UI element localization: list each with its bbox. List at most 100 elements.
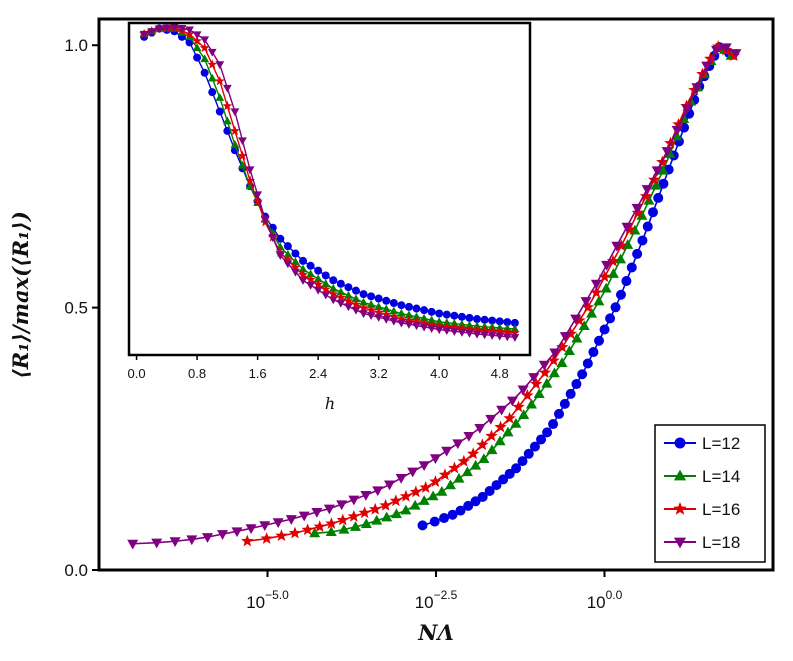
- main-data-point: [541, 377, 553, 388]
- inset-data-point: [495, 332, 505, 341]
- main-data-point: [494, 435, 506, 446]
- main-data-point: [470, 459, 482, 470]
- main-data-point: [548, 419, 559, 430]
- main-data-point: [730, 49, 742, 59]
- inset-data-point: [313, 279, 324, 289]
- inset-data-point: [441, 321, 452, 332]
- main-data-point: [650, 179, 662, 190]
- inset-data-point: [177, 25, 187, 33]
- inset-data-point: [320, 284, 331, 294]
- main-data-point: [517, 456, 528, 467]
- main-data-point: [418, 495, 430, 505]
- inset-data-point: [419, 313, 429, 322]
- inset-data-point: [374, 294, 383, 303]
- inset-data-point: [336, 279, 345, 288]
- main-data-point: [259, 521, 271, 532]
- legend-marker: [674, 437, 686, 449]
- inset-data-point: [389, 298, 398, 307]
- main-data-point: [338, 523, 350, 534]
- main-data-point: [275, 529, 288, 542]
- main-data-point: [369, 502, 382, 515]
- inset-data-point: [260, 216, 270, 225]
- main-data-point: [556, 340, 569, 353]
- inset-data-point: [344, 290, 353, 299]
- main-data-point: [651, 166, 663, 177]
- inset-data-point: [207, 59, 218, 69]
- x-axis-label: NΛ: [417, 620, 454, 645]
- inset-data-point: [237, 150, 248, 161]
- main-data-point: [452, 439, 464, 450]
- main-data-point: [389, 494, 403, 507]
- main-data-point: [325, 517, 338, 529]
- inset-data-point: [329, 276, 338, 285]
- inset-plot-series: [139, 22, 520, 342]
- inset-x-tick-label: 0.8: [188, 366, 206, 381]
- main-data-point: [384, 480, 396, 491]
- main-series-l18: [127, 43, 742, 550]
- inset-data-point: [208, 88, 217, 97]
- main-data-point: [559, 398, 570, 409]
- main-data-point: [525, 398, 537, 409]
- main-data-point: [681, 104, 693, 115]
- main-data-point: [639, 189, 653, 202]
- inset-data-point: [253, 191, 263, 200]
- main-data-point: [529, 377, 543, 390]
- main-data-point: [503, 411, 516, 424]
- main-data-point: [360, 518, 372, 528]
- legend-label: L=12: [702, 434, 740, 453]
- inset-data-point: [404, 302, 413, 311]
- legend-label: L=18: [702, 533, 740, 552]
- main-data-point: [309, 527, 321, 538]
- legend-item-l14: L=14: [664, 467, 740, 486]
- inset-data-point: [283, 260, 293, 269]
- main-data-point: [231, 527, 243, 538]
- inset-data-point: [456, 323, 467, 333]
- inset-data-point: [275, 247, 286, 257]
- inset-data-point: [495, 317, 504, 326]
- inset-data-point: [381, 309, 392, 319]
- main-data-point: [523, 448, 534, 459]
- inset-data-point: [154, 25, 164, 34]
- inset-data-point: [139, 30, 149, 39]
- inset-data-point: [298, 264, 308, 273]
- main-data-point: [615, 289, 626, 300]
- legend-marker: [673, 469, 687, 481]
- main-data-point: [381, 511, 393, 522]
- inset-data-point: [450, 311, 459, 320]
- inset-data-point: [299, 256, 308, 265]
- main-data-point: [461, 466, 473, 477]
- inset-data-point: [291, 268, 300, 277]
- inset-x-tick-label: 4.8: [491, 366, 509, 381]
- legend: L=12 L=14 L=16 L=18: [664, 434, 740, 552]
- main-data-point: [400, 504, 412, 515]
- main-data-point: [521, 388, 534, 401]
- inset-data-point: [449, 322, 460, 332]
- inset-data-point: [147, 28, 157, 36]
- main-data-point: [586, 307, 598, 318]
- main-data-point: [372, 486, 384, 497]
- main-data-point: [647, 173, 661, 186]
- main-data-point: [548, 367, 560, 378]
- inset-data-point: [291, 257, 300, 266]
- inset-data-point: [230, 140, 240, 148]
- inset-data-point: [199, 42, 210, 53]
- main-data-point: [186, 535, 198, 546]
- inset-data-point: [328, 288, 339, 299]
- main-data-point: [409, 485, 423, 498]
- inset-data-point: [335, 292, 346, 302]
- inset-data-point: [192, 43, 202, 52]
- inset-data-point: [328, 296, 338, 305]
- inset-x-tick-label: 1.6: [249, 366, 267, 381]
- inset-data-point: [200, 36, 210, 45]
- inset-data-point: [222, 84, 232, 93]
- inset-data-point: [336, 287, 346, 296]
- inset-data-point: [291, 249, 300, 258]
- inset-data-point: [388, 311, 399, 322]
- main-data-point: [486, 444, 498, 455]
- legend-label: L=16: [702, 500, 740, 519]
- main-data-point: [553, 408, 564, 419]
- inset-data-point: [305, 274, 316, 284]
- inset-data-point: [298, 277, 308, 285]
- inset-data-point: [473, 315, 482, 324]
- main-data-point: [556, 357, 568, 367]
